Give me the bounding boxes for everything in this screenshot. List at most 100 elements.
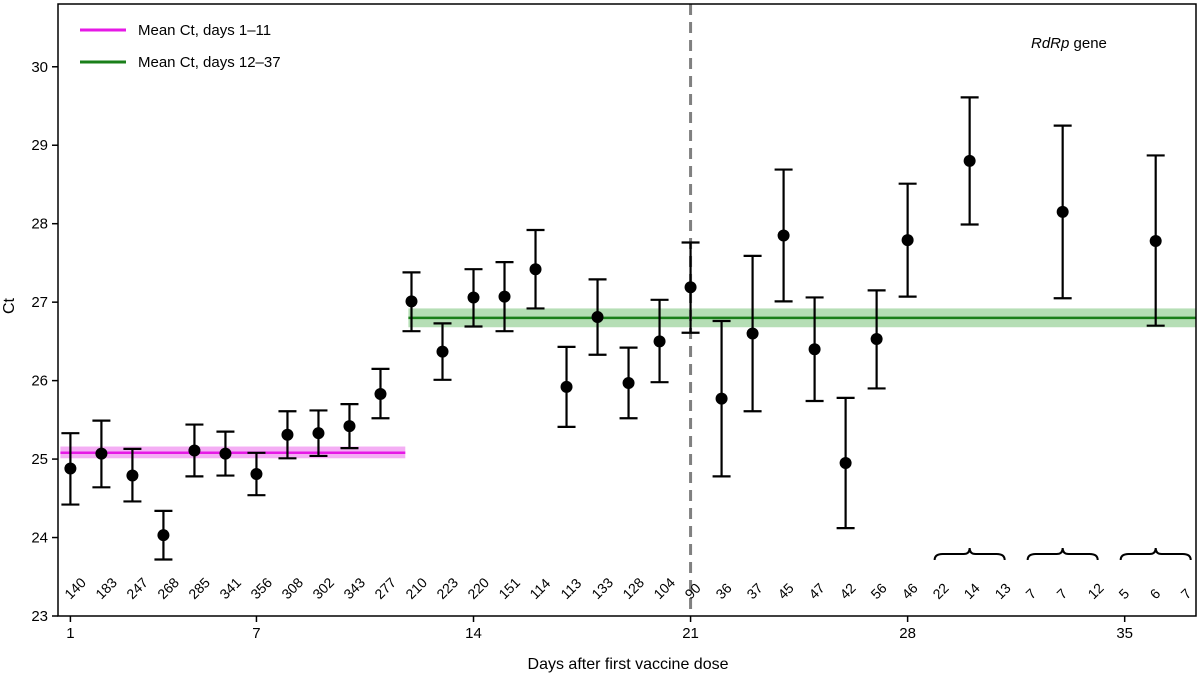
sample-count-day-9: 302 xyxy=(309,574,337,602)
sample-count-day-33: 7 xyxy=(1053,585,1070,602)
brace-1 xyxy=(1026,547,1099,561)
brace-0 xyxy=(933,547,1006,561)
data-point-day-26 xyxy=(839,457,852,469)
sample-count-day-1: 140 xyxy=(61,574,89,602)
y-tick-label-29: 29 xyxy=(31,137,48,154)
sample-count-day-17: 113 xyxy=(557,575,584,602)
sample-count-day-8: 308 xyxy=(278,574,306,602)
data-point-day-25 xyxy=(808,343,821,356)
sample-count-day-5: 285 xyxy=(185,574,213,602)
data-point-day-19 xyxy=(622,376,635,389)
sample-count-day-28: 46 xyxy=(898,580,920,602)
sample-count-day-20: 104 xyxy=(650,574,678,602)
y-tick-label-28: 28 xyxy=(31,216,48,233)
sample-count-day-12: 210 xyxy=(402,574,430,602)
data-point-day-4 xyxy=(157,529,170,542)
data-point-day-14 xyxy=(467,291,480,304)
sample-count-day-14: 220 xyxy=(464,574,492,602)
sample-count-day-22: 36 xyxy=(712,580,734,602)
gene-annotation: RdRp gene xyxy=(1031,35,1107,52)
sample-count-day-7: 356 xyxy=(247,574,275,602)
data-point-day-12 xyxy=(405,295,418,308)
sample-count-day-36: 6 xyxy=(1146,585,1163,602)
sample-count-day-24: 45 xyxy=(774,580,796,602)
sample-count-day-34: 12 xyxy=(1084,580,1106,602)
x-tick-label-35: 35 xyxy=(1116,625,1133,642)
data-point-day-22 xyxy=(715,392,728,405)
sample-count-day-26: 42 xyxy=(836,580,858,602)
x-tick-label-21: 21 xyxy=(682,625,699,642)
sample-count-day-30: 14 xyxy=(960,580,982,602)
y-tick-label-24: 24 xyxy=(31,530,48,547)
data-point-day-16 xyxy=(529,263,542,276)
gene-suffix: gene xyxy=(1069,35,1107,52)
sample-count-day-11: 277 xyxy=(371,574,399,602)
gene-name: RdRp xyxy=(1031,35,1069,52)
x-tick-label-28: 28 xyxy=(899,625,916,642)
sample-count-day-21: 90 xyxy=(681,580,703,602)
brace-2 xyxy=(1119,547,1192,561)
axes: 23 24 25 26 27 28 29 30 1 7 14 21 28 35 xyxy=(31,3,1197,642)
sample-count-day-16: 114 xyxy=(526,575,553,602)
data-point-day-17 xyxy=(560,380,573,393)
sample-count-day-2: 183 xyxy=(92,574,120,602)
y-tick-label-30: 30 xyxy=(31,59,48,76)
data-point-day-7 xyxy=(250,467,263,480)
data-point-day-30 xyxy=(963,154,976,167)
sample-count-day-19: 128 xyxy=(619,574,647,602)
data-point-day-18 xyxy=(591,311,604,324)
sample-counts: 140 183 247 268 285 341 356 308 302 343 277 210 223 2… xyxy=(61,574,1194,602)
data-point-day-36 xyxy=(1149,234,1162,247)
sample-count-day-6: 341 xyxy=(216,574,244,602)
sample-count-day-37: 7 xyxy=(1178,585,1195,602)
data-point-day-9 xyxy=(312,427,325,440)
sample-count-day-10: 343 xyxy=(340,574,368,602)
sample-count-day-32: 7 xyxy=(1022,585,1039,602)
data-point-day-1 xyxy=(64,462,77,475)
legend: Mean Ct, days 1–11 Mean Ct, days 12–37 xyxy=(80,22,281,71)
x-tick-label-1: 1 xyxy=(66,625,74,642)
y-tick-label-26: 26 xyxy=(31,373,48,390)
y-axis-title: Ct xyxy=(1,297,18,314)
sample-count-day-18: 133 xyxy=(588,574,616,602)
x-tick-label-14: 14 xyxy=(465,625,482,642)
sample-count-day-29: 22 xyxy=(929,580,951,602)
sample-count-day-27: 56 xyxy=(867,580,889,602)
legend-label-days-1-11: Mean Ct, days 1–11 xyxy=(138,22,271,39)
data-points xyxy=(61,96,1165,561)
x-axis-title: Days after first vaccine dose xyxy=(528,656,729,673)
sample-count-day-13: 223 xyxy=(433,574,461,602)
sample-count-day-25: 47 xyxy=(805,580,827,602)
x-tick-label-7: 7 xyxy=(252,625,260,642)
sample-count-day-35: 5 xyxy=(1115,585,1132,602)
y-tick-label-25: 25 xyxy=(31,451,48,468)
data-point-day-33 xyxy=(1056,205,1069,218)
plot-frame xyxy=(57,3,1197,617)
data-point-day-20 xyxy=(653,335,666,348)
data-point-day-15 xyxy=(498,290,511,303)
y-tick-label-23: 23 xyxy=(31,608,48,625)
count-braces xyxy=(933,547,1192,561)
data-point-day-2 xyxy=(95,447,108,460)
y-tick-label-27: 27 xyxy=(31,294,48,311)
data-point-day-8 xyxy=(281,428,294,441)
mean-bands xyxy=(60,308,1197,459)
sample-count-day-15: 151 xyxy=(495,574,523,602)
legend-label-days-12-37: Mean Ct, days 12–37 xyxy=(138,54,281,71)
data-point-day-3 xyxy=(126,469,139,482)
data-point-day-23 xyxy=(746,327,759,340)
data-point-day-13 xyxy=(436,345,449,358)
data-point-day-6 xyxy=(219,447,232,460)
data-point-day-28 xyxy=(901,234,914,247)
data-point-day-10 xyxy=(343,420,356,433)
data-point-day-27 xyxy=(870,333,883,346)
data-point-day-21 xyxy=(684,281,697,294)
data-point-day-11 xyxy=(374,387,387,400)
sample-count-day-23: 37 xyxy=(743,580,765,602)
data-point-day-24 xyxy=(777,229,790,242)
sample-count-day-31: 13 xyxy=(991,580,1013,602)
sample-count-day-3: 247 xyxy=(123,574,151,602)
sample-count-day-4: 268 xyxy=(154,574,182,602)
data-point-day-5 xyxy=(188,444,201,457)
